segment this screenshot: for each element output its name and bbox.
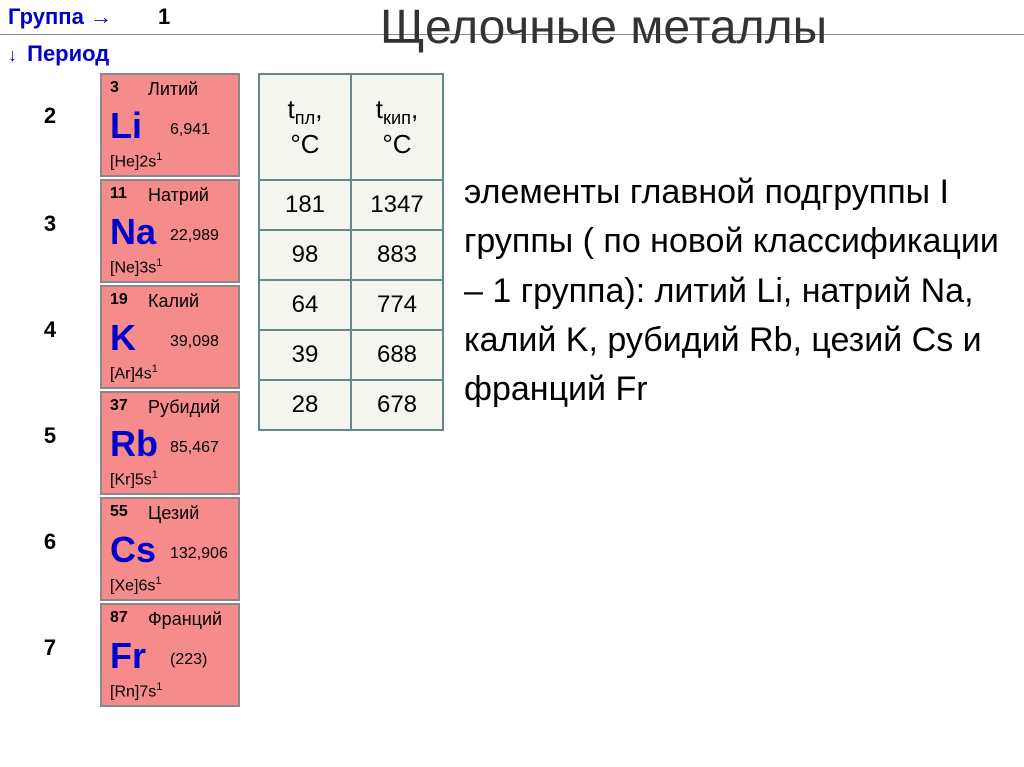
atomic-mass: 132,906 [170, 545, 228, 563]
atomic-mass: 85,467 [170, 439, 219, 457]
atomic-number: 37 [110, 397, 128, 415]
table-cell: 774 [351, 280, 443, 330]
table-row: 1811347 [259, 180, 443, 230]
element-symbol: Cs [110, 529, 156, 571]
table-cell: 883 [351, 230, 443, 280]
group-label: Группа → [8, 4, 158, 30]
element-symbol: Fr [110, 635, 146, 677]
atomic-mass: 39,098 [170, 333, 219, 351]
element-symbol: K [110, 317, 136, 359]
element-name: Натрий [148, 185, 209, 206]
table-cell: 688 [351, 330, 443, 380]
page-title: Щелочные металлы [380, 0, 827, 55]
element-card: 11 Натрий Na 22,989 [Ne]3s1 [100, 179, 240, 283]
table-cell: 39 [259, 330, 351, 380]
atomic-number: 87 [110, 609, 128, 627]
element-name: Цезий [148, 503, 199, 524]
period-number: 7 [30, 635, 70, 661]
electron-config: [Rn]7s1 [110, 681, 162, 701]
element-symbol: Na [110, 211, 156, 253]
element-name: Калий [148, 291, 199, 312]
down-arrow-icon: ↓ [8, 45, 17, 65]
atomic-number: 11 [110, 185, 127, 203]
element-card: 37 Рубидий Rb 85,467 [Kr]5s1 [100, 391, 240, 495]
atomic-mass: 6,941 [170, 121, 210, 139]
electron-config: [Ar]4s1 [110, 363, 158, 383]
table-row: 98883 [259, 230, 443, 280]
electron-config: [Kr]5s1 [110, 469, 158, 489]
col-header-boiling: tкип, °C [351, 74, 443, 180]
period-number: 3 [30, 211, 70, 237]
atomic-mass: (223) [170, 651, 207, 669]
period-number: 4 [30, 317, 70, 343]
electron-config: [Xe]6s1 [110, 575, 161, 595]
table-cell: 28 [259, 380, 351, 430]
period-number: 6 [30, 529, 70, 555]
electron-config: [Ne]3s1 [110, 257, 162, 277]
element-name: Литий [148, 79, 198, 100]
atomic-number: 3 [110, 79, 119, 97]
element-card: 3 Литий Li 6,941 [He]2s1 [100, 73, 240, 177]
period-label: Период [27, 41, 109, 66]
element-name: Рубидий [148, 397, 220, 418]
temperature-table: tпл, °C tкип, °C 18113479888364774396882… [258, 73, 444, 431]
table-row: 64774 [259, 280, 443, 330]
col-header-melting: tпл, °C [259, 74, 351, 180]
element-card: 19 Калий K 39,098 [Ar]4s1 [100, 285, 240, 389]
element-symbol: Rb [110, 423, 158, 465]
table-cell: 181 [259, 180, 351, 230]
period-number: 5 [30, 423, 70, 449]
period-number: 2 [30, 103, 70, 129]
description-text: элементы главной подгруппы I группы ( по… [464, 168, 1004, 414]
table-cell: 64 [259, 280, 351, 330]
element-symbol: Li [110, 105, 142, 147]
table-row: 39688 [259, 330, 443, 380]
atomic-mass: 22,989 [170, 227, 219, 245]
element-card: 87 ФранцийFr (223) [Rn]7s1 [100, 603, 240, 707]
table-cell: 98 [259, 230, 351, 280]
group-number: 1 [158, 4, 170, 30]
element-card: 55 Цезий Cs 132,906 [Xe]6s1 [100, 497, 240, 601]
atomic-number: 55 [110, 503, 128, 521]
table-cell: 1347 [351, 180, 443, 230]
element-name: Франций [148, 609, 222, 630]
elements-column: 3 Литий Li 6,941 [He]2s1 11 Натрий Na 22,989 [Ne]… [100, 73, 250, 709]
table-cell: 678 [351, 380, 443, 430]
electron-config: [He]2s1 [110, 151, 162, 171]
atomic-number: 19 [110, 291, 128, 309]
table-row: 28678 [259, 380, 443, 430]
